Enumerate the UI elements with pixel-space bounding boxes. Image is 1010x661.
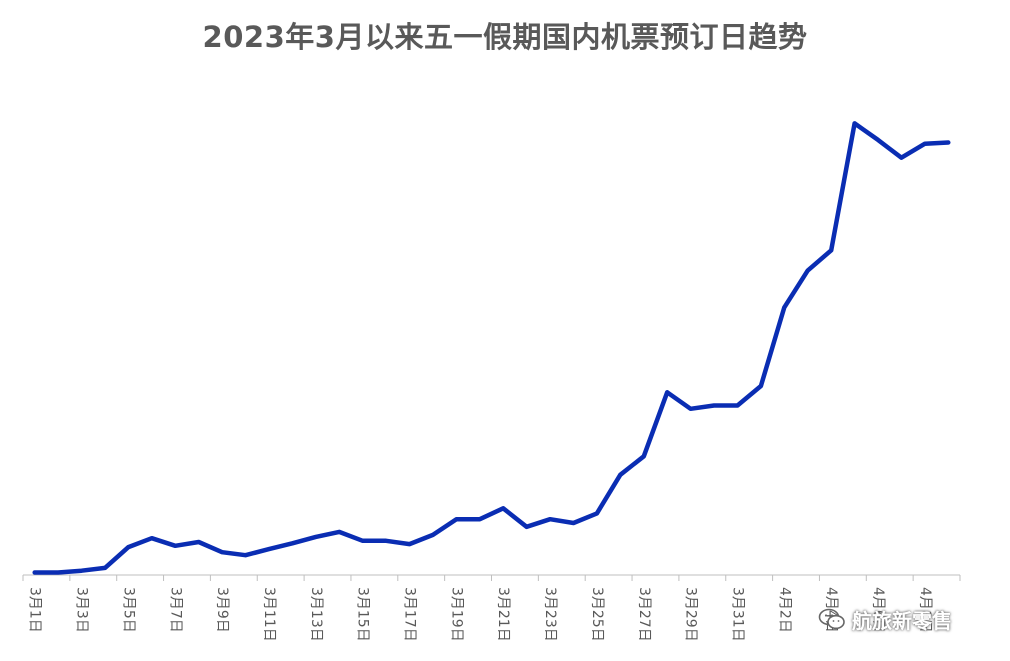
data-point: [689, 407, 693, 411]
x-tick-label: 3月7日: [167, 587, 183, 633]
data-point: [829, 248, 833, 252]
data-point: [56, 571, 60, 574]
data-point: [618, 473, 622, 477]
x-tick-label: 3月31日: [729, 587, 745, 642]
series-line: [32, 121, 951, 575]
x-tick-label: 3月5日: [120, 587, 136, 633]
data-point: [853, 121, 857, 125]
data-point: [33, 571, 37, 574]
data-point: [267, 547, 271, 551]
data-point: [197, 540, 201, 544]
x-tick-label: 4月6日: [870, 587, 886, 633]
data-point: [501, 506, 505, 510]
data-point: [525, 525, 529, 529]
data-point: [150, 536, 154, 540]
data-point: [712, 404, 716, 407]
data-point: [126, 545, 130, 549]
x-tick-label: 3月25日: [589, 587, 605, 642]
data-point: [572, 521, 575, 525]
data-point: [454, 517, 458, 521]
data-point: [220, 550, 224, 554]
x-tick-label: 3月29日: [683, 587, 699, 642]
data-point: [80, 569, 84, 573]
x-tick-label: 3月21日: [495, 587, 511, 642]
chart-title: 2023年3月以来五一假期国内机票预订日趋势: [202, 20, 808, 54]
data-point: [337, 530, 341, 534]
data-point: [103, 566, 107, 570]
x-tick-label: 4月8日: [917, 587, 933, 633]
data-point: [290, 541, 294, 545]
x-tick-label: 3月23日: [542, 587, 558, 642]
data-point: [384, 539, 388, 543]
data-point: [595, 511, 599, 515]
x-tick-label: 3月15日: [355, 587, 371, 642]
data-point: [759, 384, 763, 388]
watermark: 航旅新零售: [818, 604, 952, 634]
x-tick-label: 3月3日: [74, 587, 90, 633]
data-point: [946, 141, 950, 144]
data-point: [736, 404, 739, 407]
x-tick-label: 3月9日: [214, 587, 230, 633]
x-tick-label: 3月11日: [261, 587, 277, 642]
data-point: [361, 539, 365, 543]
data-point: [806, 269, 810, 273]
data-point: [548, 517, 552, 521]
x-tick-label: 4月2日: [776, 587, 792, 633]
data-point: [665, 390, 669, 394]
wechat-icon: [818, 608, 845, 630]
data-point: [431, 533, 435, 537]
data-point: [923, 142, 927, 146]
watermark-text: 航旅新零售: [852, 608, 952, 633]
data-point: [782, 305, 786, 309]
data-point: [876, 138, 880, 142]
data-point: [314, 535, 318, 539]
data-point: [244, 553, 247, 557]
data-point: [173, 544, 177, 548]
x-tick-label: 3月27日: [636, 587, 652, 642]
x-tick-label: 3月1日: [27, 587, 43, 633]
data-point: [478, 517, 482, 521]
x-tick-label: 3月19日: [448, 587, 464, 642]
x-tick-label: 3月13日: [308, 587, 324, 642]
data-point: [899, 156, 903, 160]
x-tick-label: 3月17日: [402, 587, 418, 642]
data-point: [642, 454, 646, 458]
data-point: [408, 542, 411, 546]
